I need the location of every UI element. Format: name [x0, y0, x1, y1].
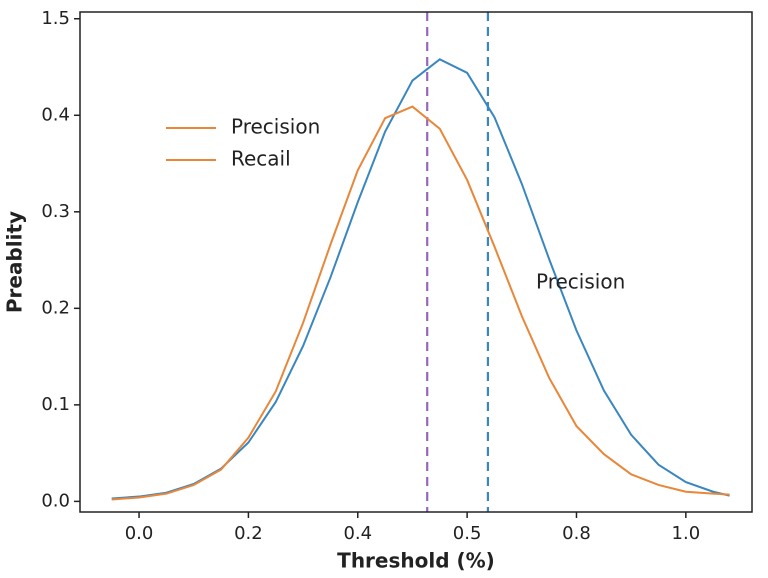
plot-frame — [79, 11, 753, 513]
x-tick-label: 1.0 — [672, 523, 701, 544]
x-tick-label: 0.4 — [343, 523, 372, 544]
series-line — [111, 58, 730, 500]
legend-label: Recail — [231, 147, 291, 171]
y-tick-label: 1.5 — [41, 8, 70, 29]
x-tick-label: 0.2 — [234, 523, 263, 544]
y-tick-label: 0.1 — [41, 394, 70, 415]
x-tick-label: 0.5 — [453, 523, 482, 544]
y-tick-label: 0.0 — [41, 490, 70, 511]
y-tick-label: 0.3 — [41, 201, 70, 222]
legend-label: Precision — [231, 115, 320, 139]
series-line — [111, 105, 730, 501]
y-tick-label: 0.4 — [41, 104, 70, 125]
y-axis-title: Preablity — [3, 211, 27, 313]
annotation: Precision — [536, 270, 625, 294]
x-tick-label: 0.8 — [562, 523, 591, 544]
x-tick-label: 0.0 — [125, 523, 154, 544]
y-tick-label: 0.2 — [41, 297, 70, 318]
x-axis-title: Threshold (%) — [337, 549, 495, 573]
